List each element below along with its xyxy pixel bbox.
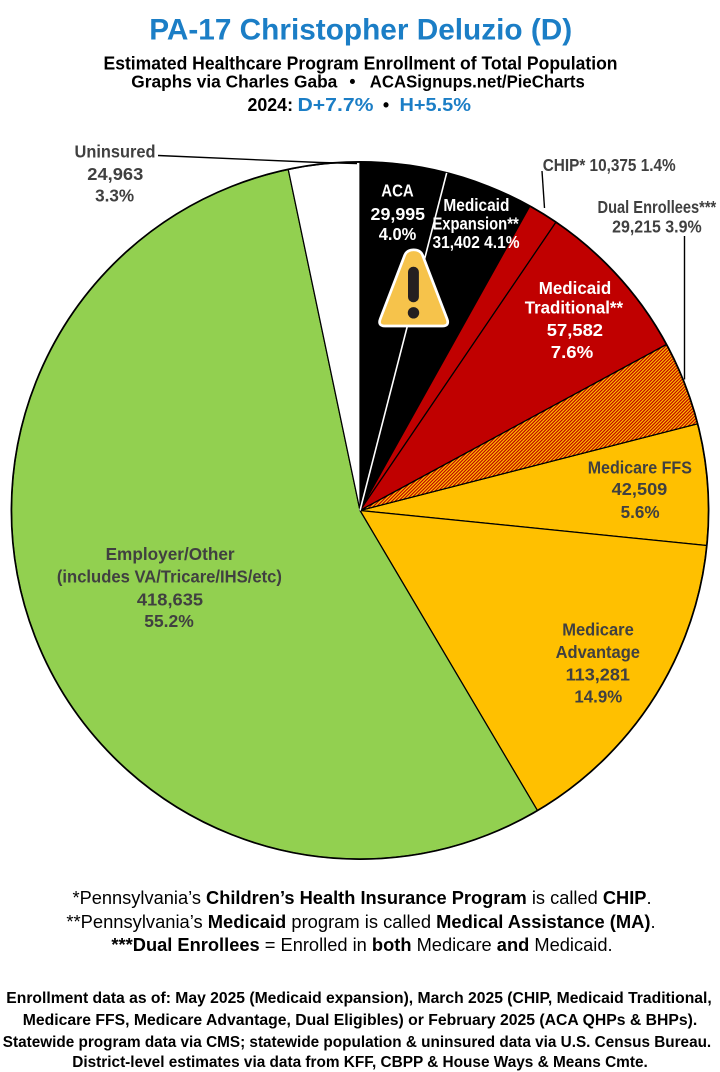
svg-text:Medicaid: Medicaid [443,195,509,215]
svg-text:5.6%: 5.6% [621,502,660,522]
svg-text:H+5.5%: H+5.5% [400,95,472,115]
svg-text:D+7.7%: D+7.7% [298,95,374,115]
svg-text:Advantage: Advantage [556,642,641,662]
svg-text:31,402 4.1%: 31,402 4.1% [433,232,520,252]
svg-text:29,995: 29,995 [371,204,426,224]
svg-text:57,582: 57,582 [547,320,604,340]
svg-text:2024:: 2024: [248,95,294,115]
svg-text:(includes VA/Tricare/IHS/etc): (includes VA/Tricare/IHS/etc) [57,567,282,587]
svg-text:Graphs via Charles Gaba: Graphs via Charles Gaba [131,72,337,92]
svg-text:•: • [383,95,389,115]
svg-text:4.0%: 4.0% [379,224,417,244]
svg-text:Medicare FFS: Medicare FFS [588,458,692,478]
svg-text:24,963: 24,963 [87,164,143,184]
svg-text:PA-17 Christopher Deluzio (D): PA-17 Christopher Deluzio (D) [149,14,572,47]
svg-text:•: • [349,72,355,92]
svg-text:Dual Enrollees***: Dual Enrollees*** [598,197,717,217]
svg-text:Medicaid: Medicaid [539,278,612,298]
svg-text:418,635: 418,635 [137,590,204,610]
svg-text:CHIP* 10,375 1.4%: CHIP* 10,375 1.4% [543,155,676,175]
svg-text:29,215 3.9%: 29,215 3.9% [612,216,702,236]
svg-text:Traditional**: Traditional** [525,298,623,318]
svg-text:113,281: 113,281 [566,664,631,684]
svg-text:ACA: ACA [381,180,414,200]
svg-text:3.3%: 3.3% [95,186,134,206]
svg-text:Estimated Healthcare Program E: Estimated Healthcare Program Enrollment … [104,52,618,73]
svg-text:14.9%: 14.9% [574,687,622,707]
svg-text:ACASignups.net/PieCharts: ACASignups.net/PieCharts [370,72,585,92]
svg-text:Medicare: Medicare [562,620,634,640]
svg-text:Uninsured: Uninsured [75,142,156,162]
svg-text:Expansion**: Expansion** [432,214,518,234]
svg-text:Employer/Other: Employer/Other [106,544,235,564]
svg-text:55.2%: 55.2% [144,611,194,631]
svg-text:42,509: 42,509 [612,479,668,499]
svg-text:7.6%: 7.6% [551,342,594,362]
